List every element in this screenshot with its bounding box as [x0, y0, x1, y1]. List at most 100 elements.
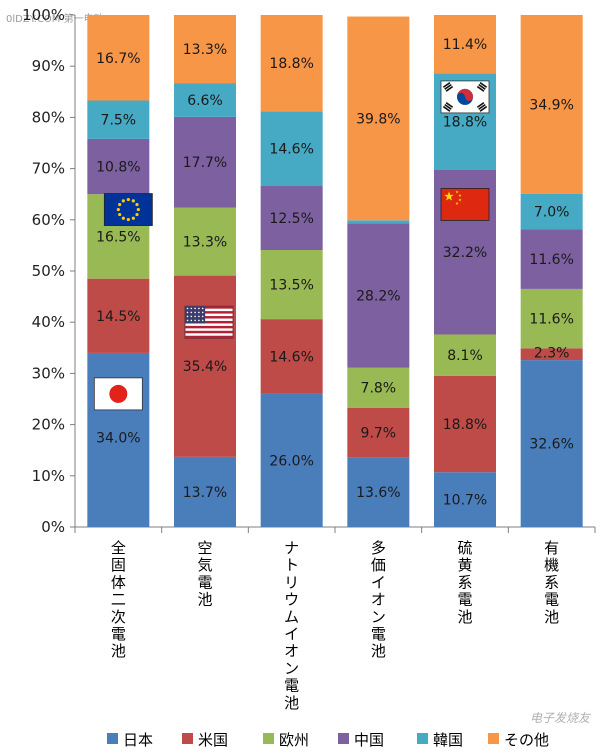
category-label-char: 電	[371, 625, 386, 643]
y-tick-label: 70%	[32, 160, 65, 178]
bar-segment	[520, 229, 583, 289]
bar-segment	[174, 83, 236, 117]
data-label: 11.6%	[529, 312, 573, 328]
category-label-char: イ	[371, 573, 386, 591]
legend-swatch	[263, 733, 274, 744]
bar-segment	[347, 457, 410, 527]
bar-segment	[87, 278, 150, 353]
y-tick-label: 50%	[32, 262, 65, 280]
category-label-char: ウ	[284, 591, 299, 609]
data-label: 13.3%	[183, 235, 227, 251]
bar-segment	[347, 16, 410, 221]
category-label-char: 体	[111, 573, 126, 591]
category-label-char: 次	[111, 608, 126, 626]
category-label-char: 二	[111, 591, 126, 609]
bar-segment	[87, 100, 150, 139]
bar-segment	[260, 250, 323, 320]
bar-segment	[260, 186, 323, 251]
data-label: 17.7%	[183, 155, 227, 171]
watermark-bottom: 电子发烧友	[530, 711, 592, 725]
bar-segment	[520, 193, 583, 230]
category-label-char: 池	[371, 642, 386, 660]
category-label-char: 多	[371, 539, 386, 557]
data-label: 11.6%	[529, 252, 573, 268]
data-label: 14.6%	[269, 350, 313, 366]
category-label-char: 電	[197, 573, 212, 591]
category-label-char: 系	[457, 573, 472, 591]
data-label: 7.0%	[534, 205, 570, 221]
y-tick-label: 100%	[22, 6, 65, 24]
category-label-char: 池	[111, 642, 126, 660]
legend-label: 韓国	[433, 731, 463, 749]
data-label: 14.5%	[96, 309, 140, 325]
legend-swatch	[107, 733, 118, 744]
category-label-char: リ	[284, 573, 299, 591]
data-label: 18.8%	[269, 56, 313, 72]
data-label: 28.2%	[356, 289, 400, 305]
category-label-char: 池	[284, 694, 299, 712]
watermark-top: 0lDZY.COM 第一电动	[6, 12, 104, 25]
category-label-char: 電	[544, 591, 559, 609]
bar-segment	[87, 15, 150, 101]
legend-label: 日本	[123, 731, 153, 749]
category-label-char: 系	[544, 573, 559, 591]
category-label-char: 硫	[457, 539, 472, 557]
data-label: 6.6%	[187, 93, 223, 109]
bar-segment	[520, 15, 583, 194]
data-label: 11.4%	[443, 37, 487, 53]
category-label-char: 池	[457, 608, 472, 626]
legend-swatch	[417, 733, 428, 744]
category-label-char: 電	[284, 677, 299, 695]
category-label-char: 池	[544, 608, 559, 626]
data-label: 9.7%	[361, 426, 397, 442]
legend-item: 米国	[182, 731, 228, 749]
legend-swatch	[338, 733, 349, 744]
bar-segment	[347, 220, 410, 224]
data-label: 13.3%	[183, 42, 227, 58]
bar-segment	[434, 375, 496, 473]
data-label: 10.7%	[443, 493, 487, 509]
legend-item: その他	[488, 731, 549, 749]
category-label-char: オ	[284, 642, 299, 660]
data-label: 32.6%	[529, 437, 573, 453]
category-label-char: 機	[544, 556, 559, 574]
category-label-char: 価	[371, 556, 386, 574]
data-label: 8.1%	[447, 348, 483, 364]
bars-layer: 34.0% 14.5% 16.5% 10.8% 7.5% 16.7% 13.7% 35.4% 1…	[87, 15, 583, 527]
data-label: 7.8%	[361, 381, 397, 397]
data-label: 18.8%	[443, 417, 487, 433]
bar-segment	[347, 367, 410, 408]
bar-segment	[174, 456, 236, 527]
y-tick-label: 0%	[41, 518, 65, 536]
china-flag-icon	[440, 188, 490, 221]
category-label-char: 黄	[457, 556, 472, 574]
category-label-char: 有	[544, 539, 559, 557]
japan-flag-icon	[93, 377, 143, 411]
data-label: 7.5%	[101, 113, 137, 129]
axis-layer: 0%10%20%30%40%50%60%70%80%90%100%全固体二次電池…	[22, 6, 596, 712]
eu-flag-icon	[103, 193, 153, 226]
bar-segment	[260, 15, 323, 112]
legend-label: 中国	[354, 731, 384, 749]
category-label-char: 空	[197, 539, 212, 557]
category-label-char: 電	[111, 625, 126, 643]
bar-segment	[174, 116, 236, 208]
legend-label: 米国	[198, 731, 228, 749]
y-tick-label: 60%	[32, 211, 65, 229]
data-label: 14.6%	[269, 142, 313, 158]
data-label: 13.7%	[183, 485, 227, 501]
data-label: 35.4%	[183, 359, 227, 375]
bar-segment	[434, 15, 496, 74]
y-tick-label: 80%	[32, 108, 65, 126]
legend-item: 欧州	[263, 731, 309, 749]
bar-segment	[260, 111, 323, 187]
data-label: 18.8%	[443, 114, 487, 130]
data-label: 16.7%	[96, 51, 140, 67]
category-label-char: 固	[111, 556, 126, 574]
korea-flag-icon	[440, 80, 490, 114]
y-tick-label: 30%	[32, 364, 65, 382]
legend-swatch	[182, 733, 193, 744]
legend-item: 日本	[107, 731, 153, 749]
category-label-char: 気	[197, 556, 212, 574]
